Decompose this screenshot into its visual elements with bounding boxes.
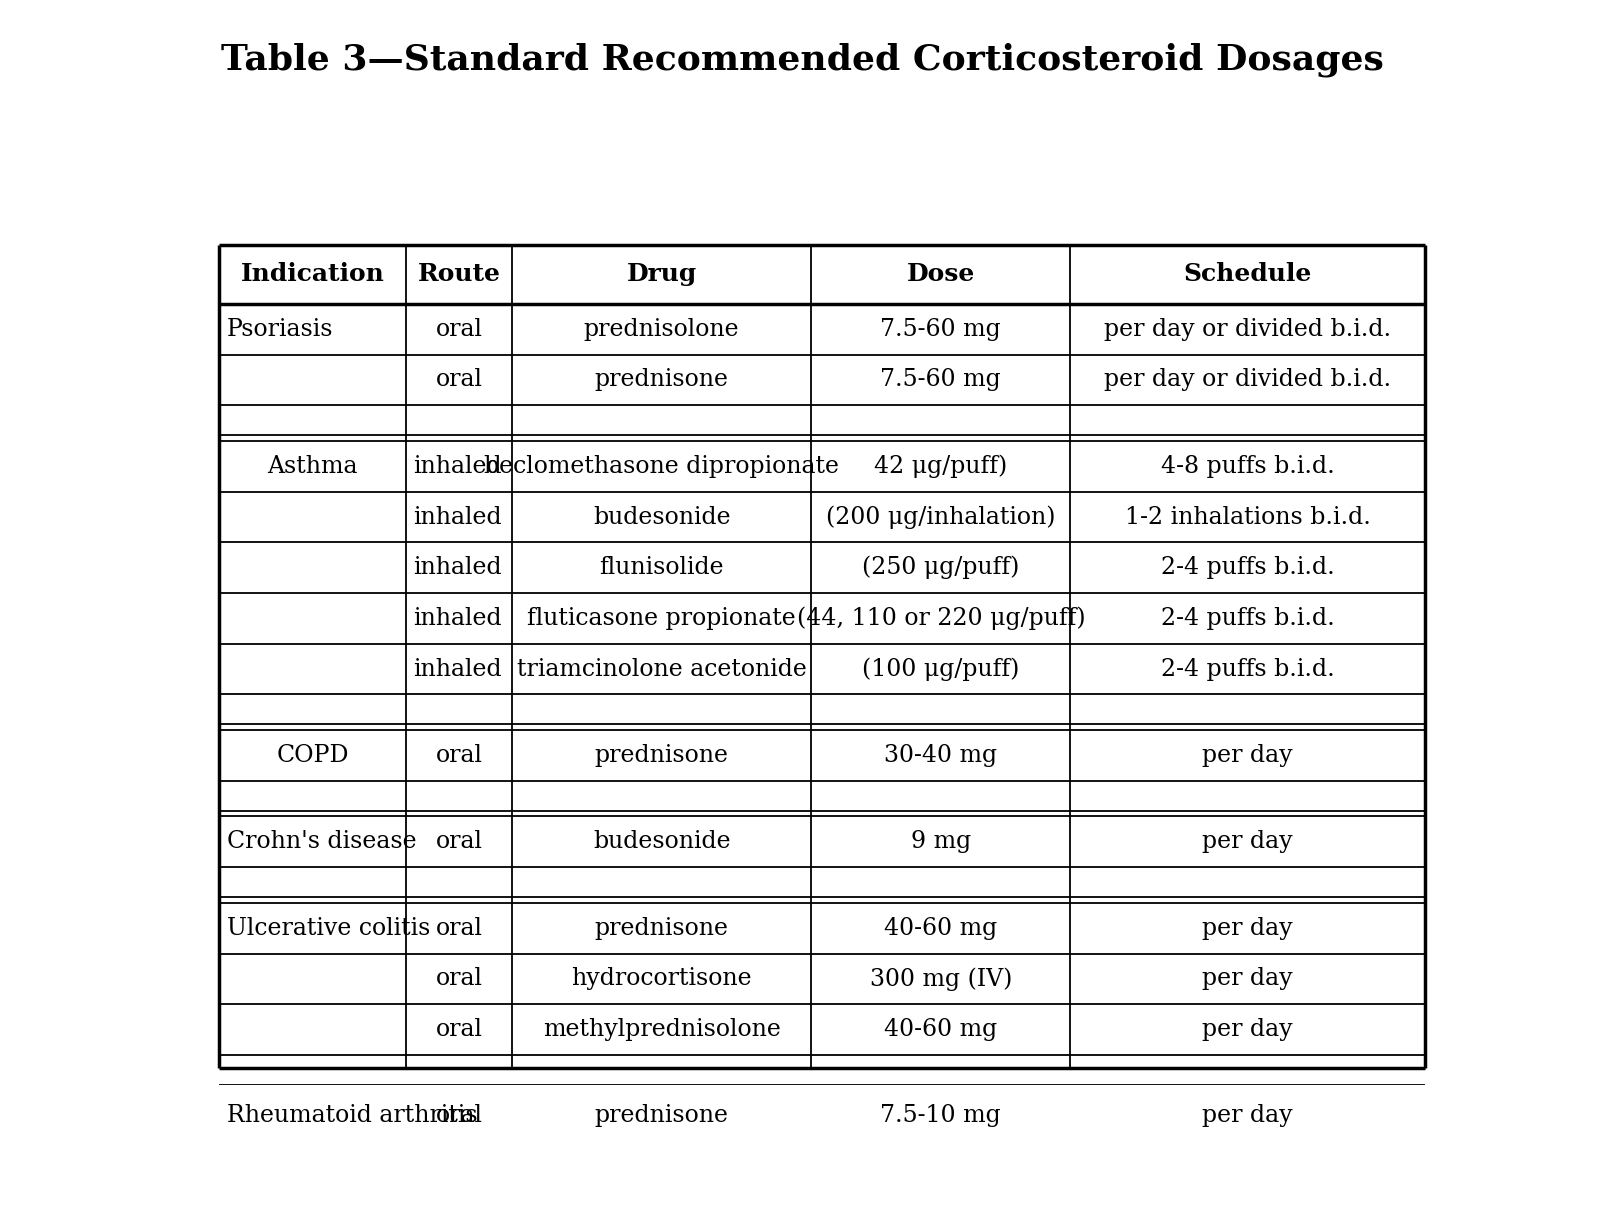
Text: 30-40 mg: 30-40 mg [884,744,998,767]
Text: (250 μg/puff): (250 μg/puff) [861,556,1020,579]
Text: 300 mg (IV): 300 mg (IV) [869,967,1012,991]
Text: inhaled: inhaled [414,506,502,529]
Text: Indication: Indication [241,262,385,286]
Text: per day: per day [1203,968,1293,990]
Text: (44, 110 or 220 μg/puff): (44, 110 or 220 μg/puff) [797,607,1086,630]
Text: 7.5-10 mg: 7.5-10 mg [881,1104,1001,1128]
Text: Rheumatoid arthritis: Rheumatoid arthritis [226,1104,478,1128]
Text: 7.5-60 mg: 7.5-60 mg [881,368,1001,391]
Text: Route: Route [417,262,500,286]
Text: oral: oral [436,368,483,391]
Text: oral: oral [436,744,483,767]
Text: 42 μg/puff): 42 μg/puff) [874,455,1007,478]
Text: 7.5-60 mg: 7.5-60 mg [881,318,1001,341]
Text: COPD: COPD [276,744,348,767]
Text: oral: oral [436,1018,483,1041]
Text: inhaled: inhaled [414,607,502,630]
Text: (200 μg/inhalation): (200 μg/inhalation) [826,505,1055,529]
Text: Table 3—Standard Recommended Corticosteroid Dosages: Table 3—Standard Recommended Corticoster… [221,43,1383,77]
Text: prednisolone: prednisolone [584,318,739,341]
Text: 40-60 mg: 40-60 mg [884,1018,998,1041]
Text: budesonide: budesonide [593,830,730,853]
Text: oral: oral [436,968,483,990]
Text: Crohn's disease: Crohn's disease [226,830,415,853]
Text: per day: per day [1203,1018,1293,1041]
Text: 4-8 puffs b.i.d.: 4-8 puffs b.i.d. [1161,455,1335,478]
Text: prednisone: prednisone [595,744,728,767]
Text: per day or divided b.i.d.: per day or divided b.i.d. [1104,318,1391,341]
Text: oral: oral [436,318,483,341]
Text: budesonide: budesonide [593,506,730,529]
Text: inhaled: inhaled [414,657,502,680]
Text: oral: oral [436,1104,483,1128]
Text: Psoriasis: Psoriasis [226,318,334,341]
Text: fluticasone propionate: fluticasone propionate [528,607,796,630]
Text: prednisone: prednisone [595,368,728,391]
Text: 9 mg: 9 mg [911,830,970,853]
Text: Dose: Dose [906,262,975,286]
Text: Schedule: Schedule [1184,262,1312,286]
Text: hydrocortisone: hydrocortisone [571,968,752,990]
Text: 2-4 puffs b.i.d.: 2-4 puffs b.i.d. [1161,556,1335,579]
Text: per day: per day [1203,830,1293,853]
Text: inhaled: inhaled [414,556,502,579]
Text: Ulcerative colitis: Ulcerative colitis [226,917,430,940]
Text: prednisone: prednisone [595,1104,728,1128]
Text: 1-2 inhalations b.i.d.: 1-2 inhalations b.i.d. [1124,506,1371,529]
Text: per day: per day [1203,744,1293,767]
Text: (100 μg/puff): (100 μg/puff) [861,657,1020,681]
Text: prednisone: prednisone [595,917,728,940]
Text: 2-4 puffs b.i.d.: 2-4 puffs b.i.d. [1161,607,1335,630]
Text: triamcinolone acetonide: triamcinolone acetonide [516,657,807,680]
Text: inhaled: inhaled [414,455,502,478]
Text: beclomethasone dipropionate: beclomethasone dipropionate [484,455,839,478]
Text: 40-60 mg: 40-60 mg [884,917,998,940]
Text: oral: oral [436,830,483,853]
Text: methylprednisolone: methylprednisolone [542,1018,781,1041]
Text: per day: per day [1203,1104,1293,1128]
Text: per day or divided b.i.d.: per day or divided b.i.d. [1104,368,1391,391]
Text: Asthma: Asthma [268,455,358,478]
Text: flunisolide: flunisolide [600,556,723,579]
Text: per day: per day [1203,917,1293,940]
Text: Drug: Drug [627,262,696,286]
Text: oral: oral [436,917,483,940]
Text: 2-4 puffs b.i.d.: 2-4 puffs b.i.d. [1161,657,1335,680]
